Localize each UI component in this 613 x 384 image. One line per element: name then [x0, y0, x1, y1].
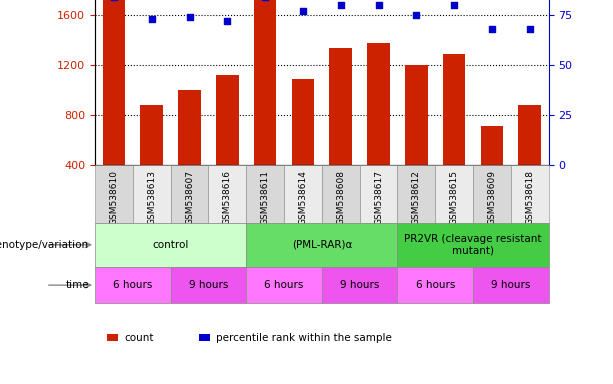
Text: GSM538610: GSM538610	[109, 170, 118, 225]
Text: GSM538612: GSM538612	[412, 170, 421, 225]
Bar	[292, 79, 314, 165]
Text: 9 hours: 9 hours	[189, 280, 228, 290]
Bar	[284, 165, 322, 223]
Text: GSM538616: GSM538616	[223, 170, 232, 225]
Bar	[254, 0, 276, 165]
Bar	[397, 223, 549, 267]
Text: 9 hours: 9 hours	[491, 280, 530, 290]
Bar	[246, 223, 397, 267]
Text: 6 hours: 6 hours	[113, 280, 153, 290]
Bar	[329, 48, 352, 165]
Bar	[397, 165, 435, 223]
Point	[223, 18, 232, 25]
Bar	[95, 165, 133, 223]
Bar	[397, 267, 473, 303]
Point	[147, 16, 156, 22]
Text: GSM538617: GSM538617	[374, 170, 383, 225]
Point	[336, 2, 346, 8]
Text: GSM538609: GSM538609	[487, 170, 497, 225]
Text: GSM538618: GSM538618	[525, 170, 535, 225]
Point	[525, 26, 535, 32]
Bar	[246, 267, 322, 303]
Point	[185, 14, 194, 20]
Bar	[322, 165, 360, 223]
Text: 6 hours: 6 hours	[416, 280, 455, 290]
Text: 6 hours: 6 hours	[264, 280, 303, 290]
Bar	[473, 267, 549, 303]
Text: 9 hours: 9 hours	[340, 280, 379, 290]
Text: GSM538615: GSM538615	[449, 170, 459, 225]
Bar	[360, 165, 397, 223]
Text: GSM538607: GSM538607	[185, 170, 194, 225]
Text: control: control	[153, 240, 189, 250]
Bar	[133, 165, 170, 223]
Bar	[367, 43, 390, 165]
Bar	[519, 105, 541, 165]
Text: GSM538611: GSM538611	[261, 170, 270, 225]
Bar	[170, 165, 208, 223]
Bar	[140, 105, 163, 165]
Bar	[178, 90, 201, 165]
Point	[449, 2, 459, 8]
Point	[487, 26, 497, 32]
Text: percentile rank within the sample: percentile rank within the sample	[216, 333, 392, 343]
Point	[411, 12, 421, 18]
Point	[298, 8, 308, 15]
Bar	[405, 65, 428, 165]
Bar	[322, 267, 397, 303]
Text: (PML-RAR)α: (PML-RAR)α	[292, 240, 352, 250]
Bar	[102, 0, 125, 165]
Bar	[208, 165, 246, 223]
Text: PR2VR (cleavage resistant
mutant): PR2VR (cleavage resistant mutant)	[405, 234, 542, 256]
Bar	[246, 165, 284, 223]
Bar	[473, 165, 511, 223]
Bar	[170, 267, 246, 303]
Bar	[95, 267, 170, 303]
Text: time: time	[65, 280, 89, 290]
Bar	[481, 126, 503, 165]
Bar	[95, 223, 246, 267]
Point	[373, 2, 384, 8]
Bar	[511, 165, 549, 223]
Text: GSM538614: GSM538614	[299, 170, 308, 225]
Bar	[216, 75, 238, 165]
Text: count: count	[124, 333, 154, 343]
Text: GSM538608: GSM538608	[336, 170, 345, 225]
Text: genotype/variation: genotype/variation	[0, 240, 89, 250]
Text: GSM538613: GSM538613	[147, 170, 156, 225]
Bar	[435, 165, 473, 223]
Bar	[443, 54, 465, 165]
